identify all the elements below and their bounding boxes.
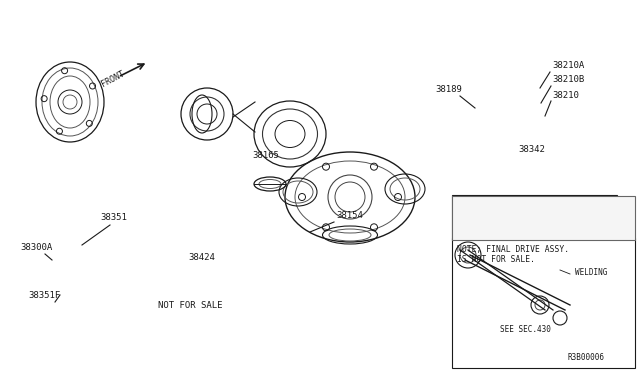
Text: 38210A: 38210A [552, 61, 584, 70]
Text: 38210B: 38210B [552, 75, 584, 84]
Circle shape [534, 279, 540, 285]
Bar [452, 196, 635, 240]
Text: 38189: 38189 [435, 85, 462, 94]
Text: IS NOT FOR SALE.: IS NOT FOR SALE. [457, 213, 537, 222]
Text: 38351: 38351 [100, 213, 127, 222]
Text: WELDING: WELDING [575, 268, 607, 277]
Text: 38342: 38342 [518, 145, 545, 154]
Text: NOTE; FINAL DRIVE ASSY.: NOTE; FINAL DRIVE ASSY. [457, 245, 569, 254]
Text: 38210: 38210 [552, 91, 579, 100]
Text: NOTE; FINAL DRIVE ASSY.: NOTE; FINAL DRIVE ASSY. [457, 203, 572, 212]
Bar [452, 195, 617, 240]
Text: IS NOT FOR SALE.: IS NOT FOR SALE. [457, 255, 535, 264]
Bar [452, 238, 635, 368]
Text: SEE SEC.430: SEE SEC.430 [500, 325, 551, 334]
Text: R3B00006: R3B00006 [568, 353, 605, 362]
Text: 38165: 38165 [252, 151, 279, 160]
Text: NOT FOR SALE: NOT FOR SALE [157, 301, 222, 310]
Text: FRONT: FRONT [100, 69, 126, 89]
Text: 38424: 38424 [188, 253, 215, 262]
Text: 38154: 38154 [336, 211, 363, 220]
Text: 38351F: 38351F [28, 291, 60, 300]
Text: 38300A: 38300A [20, 243, 52, 252]
